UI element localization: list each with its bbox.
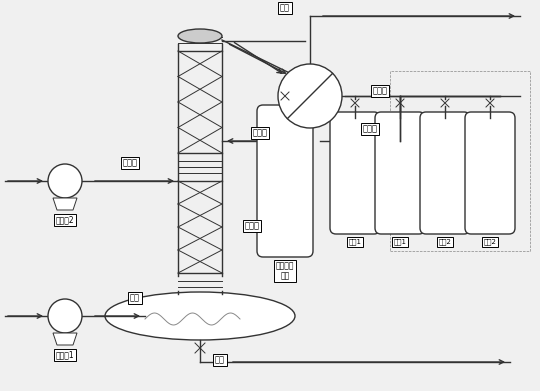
Text: 采出液: 采出液	[362, 124, 377, 133]
Text: 冷凝器: 冷凝器	[373, 86, 388, 95]
Circle shape	[48, 164, 82, 198]
Polygon shape	[53, 198, 77, 210]
Ellipse shape	[105, 292, 295, 340]
Text: 进料共1: 进料共1	[56, 350, 75, 359]
FancyBboxPatch shape	[330, 112, 380, 234]
Text: 产哆2: 产哆2	[438, 239, 451, 245]
FancyBboxPatch shape	[375, 112, 425, 234]
Text: 塔釜: 塔釜	[215, 355, 225, 364]
Circle shape	[278, 64, 342, 128]
Text: 过渖1: 过渖1	[394, 239, 407, 245]
Circle shape	[48, 299, 82, 333]
FancyBboxPatch shape	[257, 105, 313, 257]
Polygon shape	[53, 333, 77, 345]
Text: 产哆1: 产哆1	[348, 239, 361, 245]
Text: 真空: 真空	[280, 4, 290, 13]
Text: 原料: 原料	[130, 294, 140, 303]
Ellipse shape	[178, 29, 222, 43]
Text: 精馏塔: 精馏塔	[245, 221, 260, 231]
Text: 过渖2: 过渖2	[483, 239, 496, 245]
FancyBboxPatch shape	[420, 112, 470, 234]
FancyBboxPatch shape	[465, 112, 515, 234]
Text: 回流液: 回流液	[253, 129, 267, 138]
Text: 萍取剂回
收棒: 萍取剂回 收棒	[276, 261, 294, 281]
Text: 萍取剂: 萍取剂	[123, 158, 138, 167]
Text: 进料共2: 进料共2	[56, 215, 75, 224]
